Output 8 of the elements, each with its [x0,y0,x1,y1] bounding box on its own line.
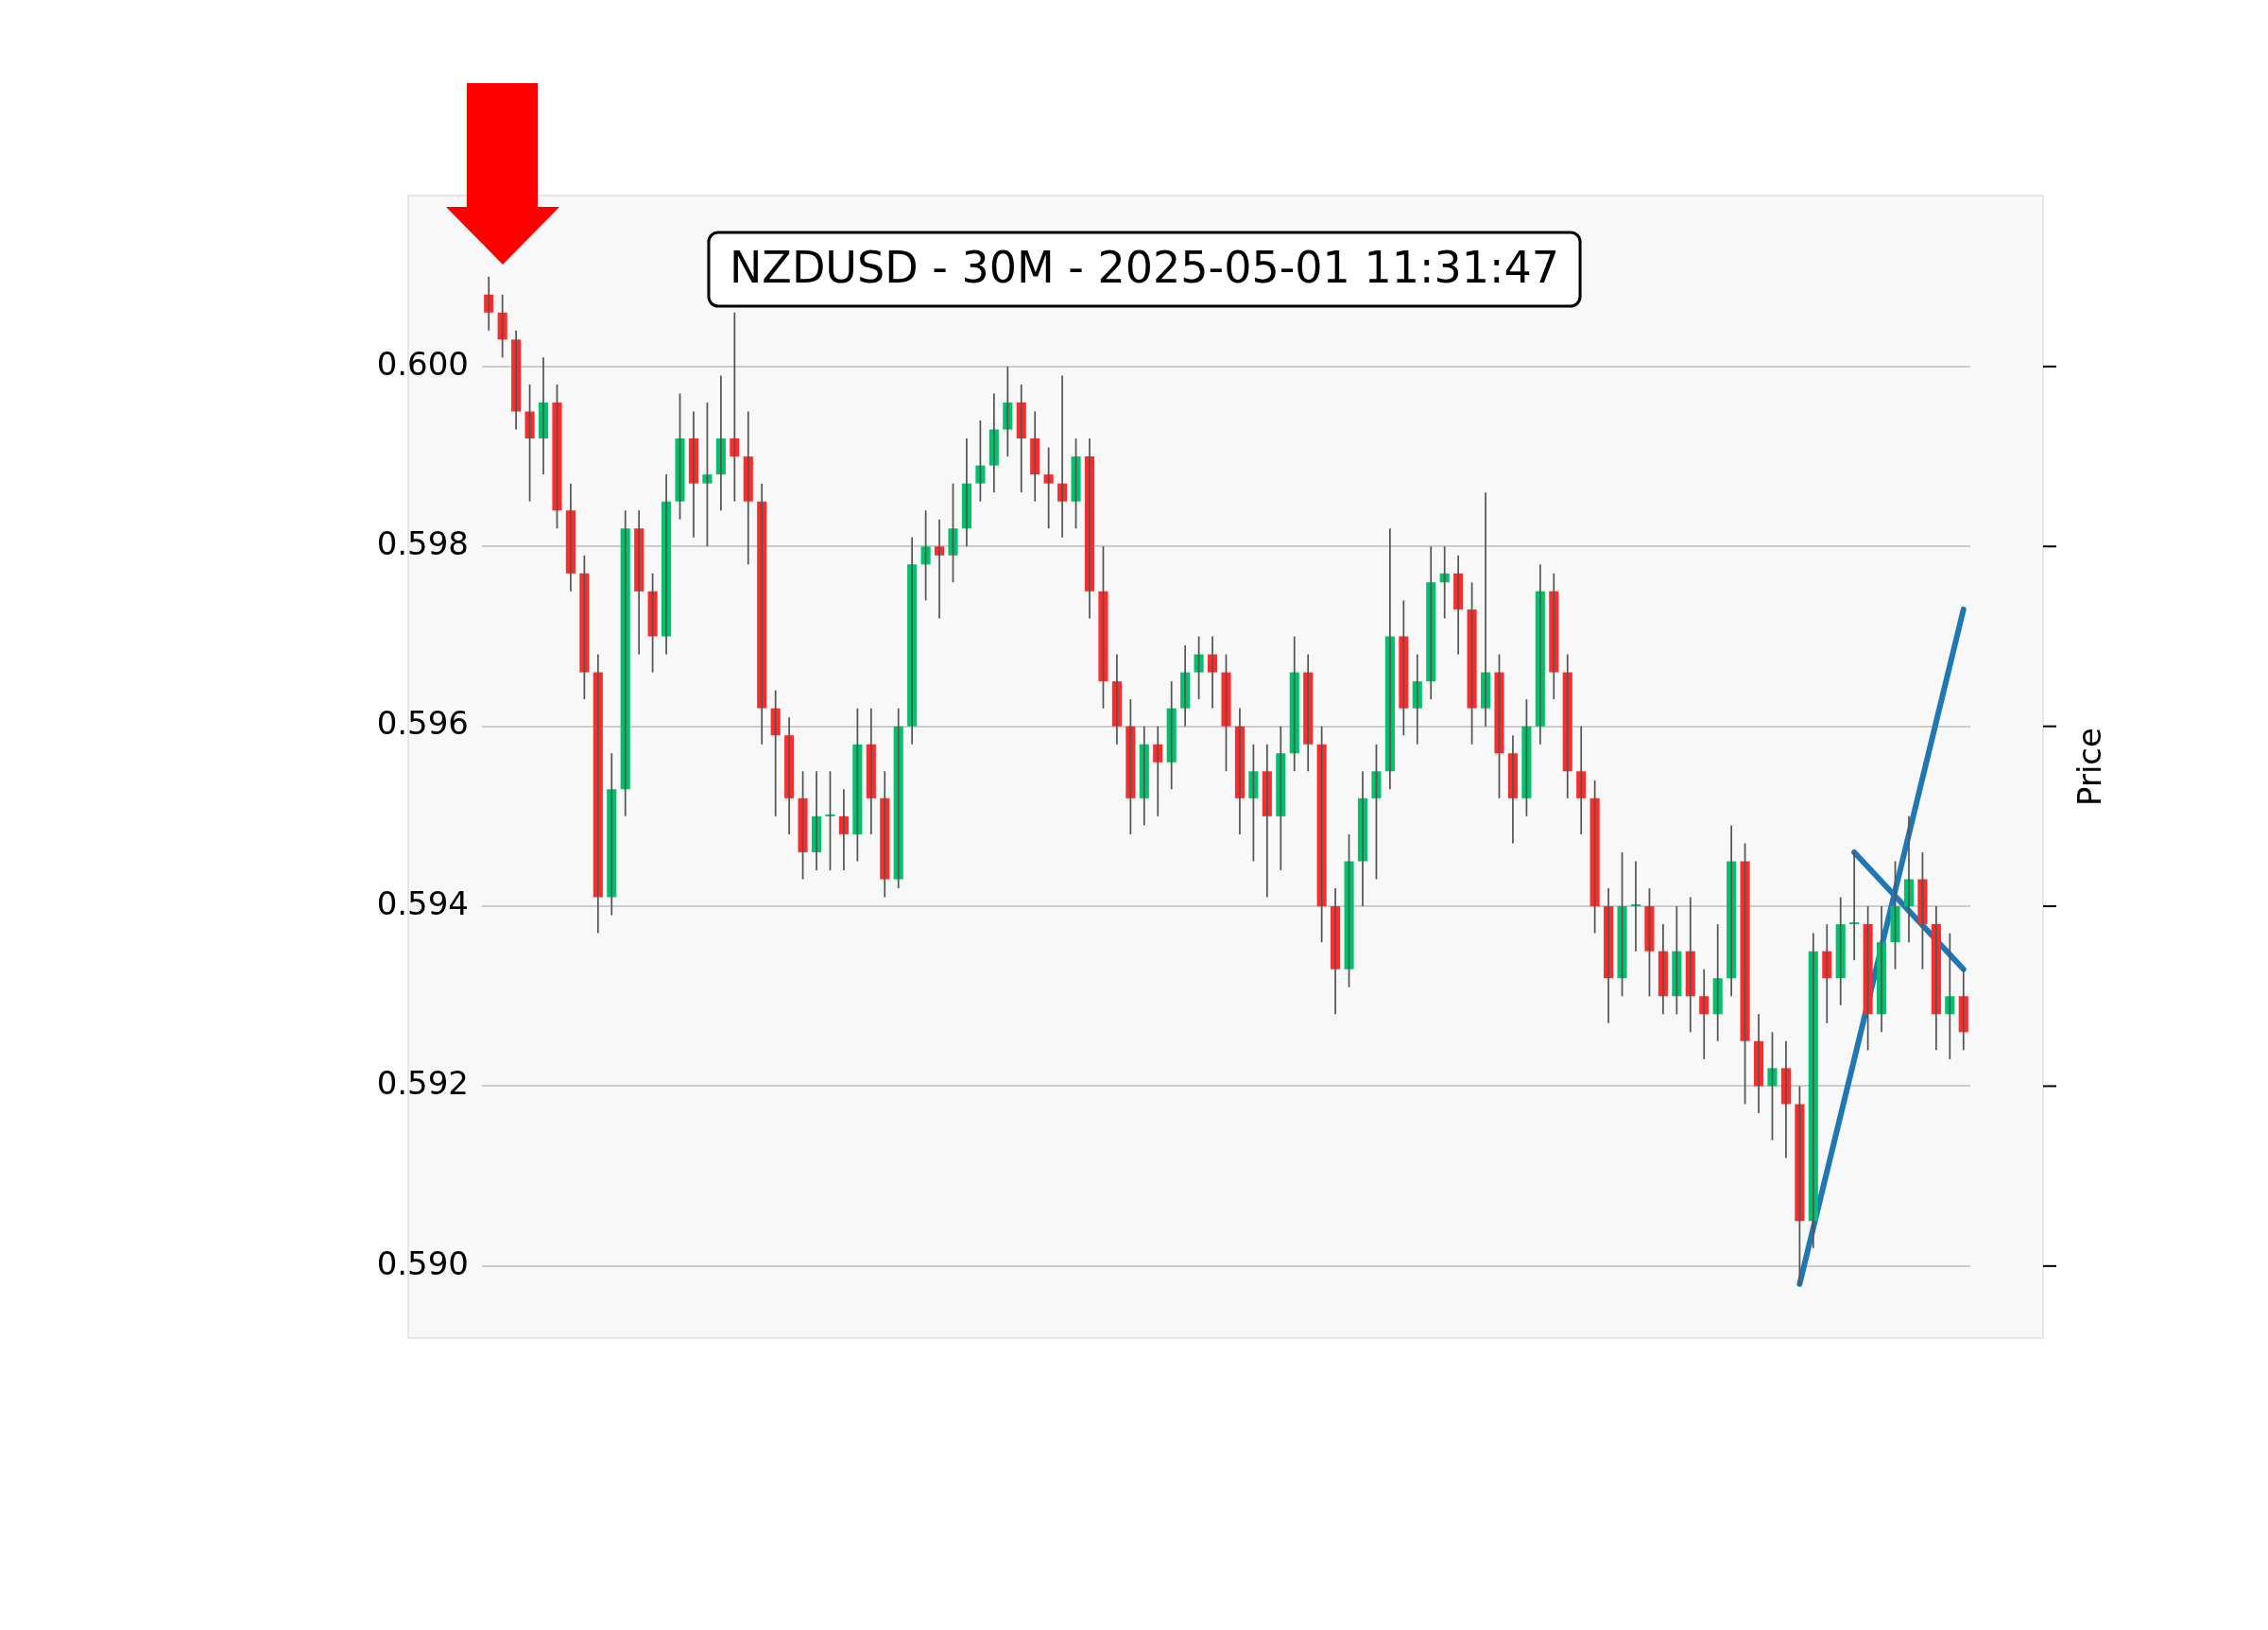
y-axis-title: Price [2070,728,2108,806]
y-tick-label: 0.592 [376,1064,469,1103]
y-tick-label: 0.594 [376,884,469,922]
y-tick-label: 0.590 [376,1244,469,1282]
y-tick-label: 0.596 [376,704,469,743]
y-tick-label: 0.600 [376,344,469,383]
text: NZDUSD - 30M - 2025-05-01 11:31:47 [729,241,1560,293]
y-tick-label: 0.598 [376,524,469,563]
